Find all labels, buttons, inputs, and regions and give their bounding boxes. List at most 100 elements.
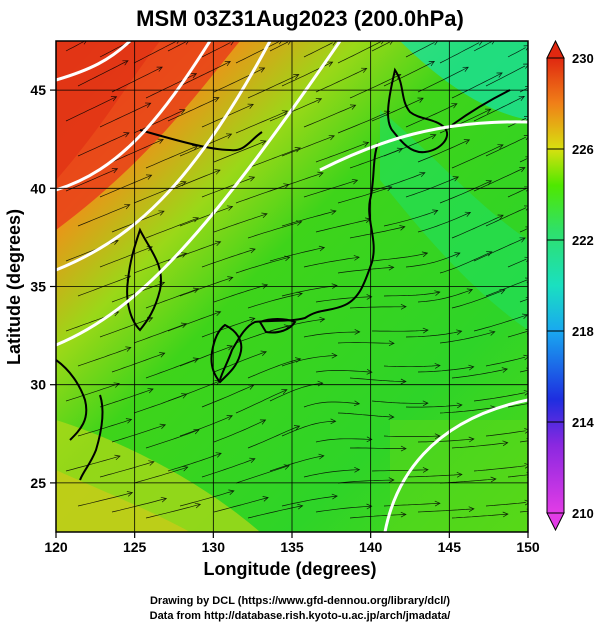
- streamline: [485, 207, 527, 227]
- streamline-arrowhead: [399, 225, 406, 231]
- streamline: [405, 404, 462, 408]
- streamline: [371, 97, 424, 122]
- streamline: [451, 72, 503, 99]
- streamline-arrowhead: [466, 288, 474, 294]
- streamline-arrowhead: [262, 496, 269, 502]
- streamline-arrowhead: [318, 453, 325, 460]
- streamline-arrowhead: [400, 303, 407, 310]
- streamline-arrowhead: [523, 63, 528, 69]
- streamline: [167, 241, 221, 262]
- y-tick-label: 45: [30, 82, 46, 98]
- japan-shikoku-coastline: [258, 318, 297, 334]
- streamline-arrowhead: [523, 135, 528, 141]
- streamline: [405, 103, 458, 128]
- x-tick-label: 150: [516, 539, 540, 555]
- streamline: [145, 358, 199, 379]
- streamline-arrowhead: [125, 346, 132, 352]
- streamline-arrowhead: [366, 294, 373, 300]
- streamline-arrowhead: [124, 203, 131, 210]
- streamline: [179, 61, 231, 87]
- streamline: [235, 110, 288, 134]
- streamline-arrowhead: [182, 465, 189, 472]
- streamline-arrowhead: [125, 418, 133, 424]
- streamline: [111, 424, 166, 443]
- colorbar-tick-label: 230: [572, 51, 594, 66]
- streamline: [315, 67, 367, 93]
- streamline-arrowhead: [227, 276, 234, 282]
- streamline-arrowhead: [248, 176, 256, 182]
- streamline-arrowhead: [468, 436, 475, 443]
- streamline: [451, 144, 504, 169]
- streamline: [417, 366, 474, 373]
- streamline-arrowhead: [497, 214, 504, 220]
- streamline: [247, 293, 303, 309]
- streamline: [507, 47, 526, 58]
- streamline: [417, 139, 470, 163]
- streamline: [213, 497, 269, 513]
- streamline: [371, 252, 428, 262]
- streamline: [111, 498, 167, 513]
- y-axis-label: Latitude (degrees): [4, 209, 24, 365]
- streamline: [145, 145, 198, 169]
- streamline: [247, 221, 302, 239]
- streamline-arrowhead: [434, 500, 441, 507]
- streamline-arrowhead: [485, 180, 493, 186]
- streamline: [269, 247, 325, 262]
- streamline-arrowhead: [179, 109, 186, 115]
- streamline-arrowhead: [389, 41, 394, 45]
- streamline: [247, 425, 300, 449]
- streamline-arrowhead: [523, 45, 528, 51]
- streamline-arrowhead: [524, 428, 528, 434]
- kuril-islands: [451, 89, 511, 126]
- streamline-arrowhead: [148, 460, 155, 466]
- streamline: [179, 490, 234, 507]
- streamline-arrowhead: [380, 41, 384, 45]
- streamline-arrowhead: [145, 102, 152, 108]
- streamline-arrowhead: [524, 463, 528, 469]
- streamline-arrowhead: [126, 491, 134, 497]
- streamline-arrowhead: [502, 511, 509, 518]
- streamline: [281, 355, 337, 367]
- streamline-arrowhead: [249, 247, 256, 254]
- streamline: [133, 466, 188, 484]
- streamline: [247, 147, 301, 169]
- streamline: [77, 492, 133, 507]
- streamline: [383, 365, 441, 368]
- streamline: [145, 73, 197, 99]
- streamline-arrowhead: [319, 316, 326, 323]
- streamline-arrowhead: [477, 41, 483, 46]
- streamline-arrowhead: [366, 503, 373, 510]
- streamline: [439, 108, 491, 134]
- streamline-arrowhead: [388, 340, 395, 347]
- streamline: [167, 41, 186, 52]
- y-tick-label: 40: [30, 180, 46, 196]
- streamline-arrowhead: [331, 283, 338, 289]
- streamline-arrowhead: [281, 110, 289, 116]
- streamline: [99, 41, 129, 58]
- x-axis-label: Longitude (degrees): [203, 559, 376, 579]
- cool-region-northeast: [400, 41, 528, 120]
- streamline-arrowhead: [330, 209, 337, 215]
- streamline: [485, 356, 526, 367]
- streamline-arrowhead: [228, 41, 235, 46]
- streamline: [235, 465, 290, 484]
- streamline: [315, 296, 372, 303]
- streamline: [167, 452, 222, 472]
- streamline-arrowhead: [421, 251, 429, 258]
- streamline: [417, 289, 473, 303]
- streamline: [133, 109, 186, 134]
- streamline-arrowhead: [452, 176, 460, 182]
- streamline: [247, 358, 301, 379]
- streamline: [519, 228, 528, 233]
- streamline: [383, 291, 440, 297]
- streamline: [337, 110, 390, 134]
- streamline: [417, 66, 469, 93]
- streamline: [201, 458, 256, 478]
- streamline: [133, 41, 177, 64]
- streamline: [281, 135, 335, 157]
- streamline: [213, 140, 267, 163]
- streamline: [451, 368, 508, 379]
- continent-coastline: [139, 129, 263, 152]
- streamline-arrowhead: [160, 496, 168, 503]
- streamline-arrowhead: [215, 452, 222, 458]
